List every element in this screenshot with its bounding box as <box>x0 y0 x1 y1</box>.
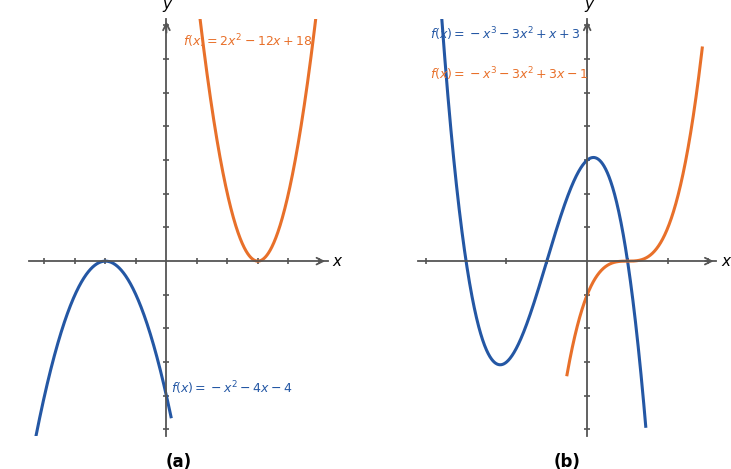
Text: $f(x) = 2x^2 - 12x + 18$: $f(x) = 2x^2 - 12x + 18$ <box>183 32 313 50</box>
Text: $y$: $y$ <box>162 0 174 14</box>
Text: $x$: $x$ <box>332 254 343 269</box>
Text: $f(x) = -x^2 - 4x - 4$: $f(x) = -x^2 - 4x - 4$ <box>171 379 292 397</box>
Text: (b): (b) <box>553 453 580 469</box>
Text: $x$: $x$ <box>721 254 731 269</box>
Text: $f(x) = -x^3 - 3x^2 + x + 3$: $f(x) = -x^3 - 3x^2 + x + 3$ <box>430 25 580 43</box>
Text: (a): (a) <box>165 453 192 469</box>
Text: $f(x) = -x^3 - 3x^2 + 3x - 1$: $f(x) = -x^3 - 3x^2 + 3x - 1$ <box>430 66 588 83</box>
Text: $y$: $y$ <box>584 0 595 14</box>
